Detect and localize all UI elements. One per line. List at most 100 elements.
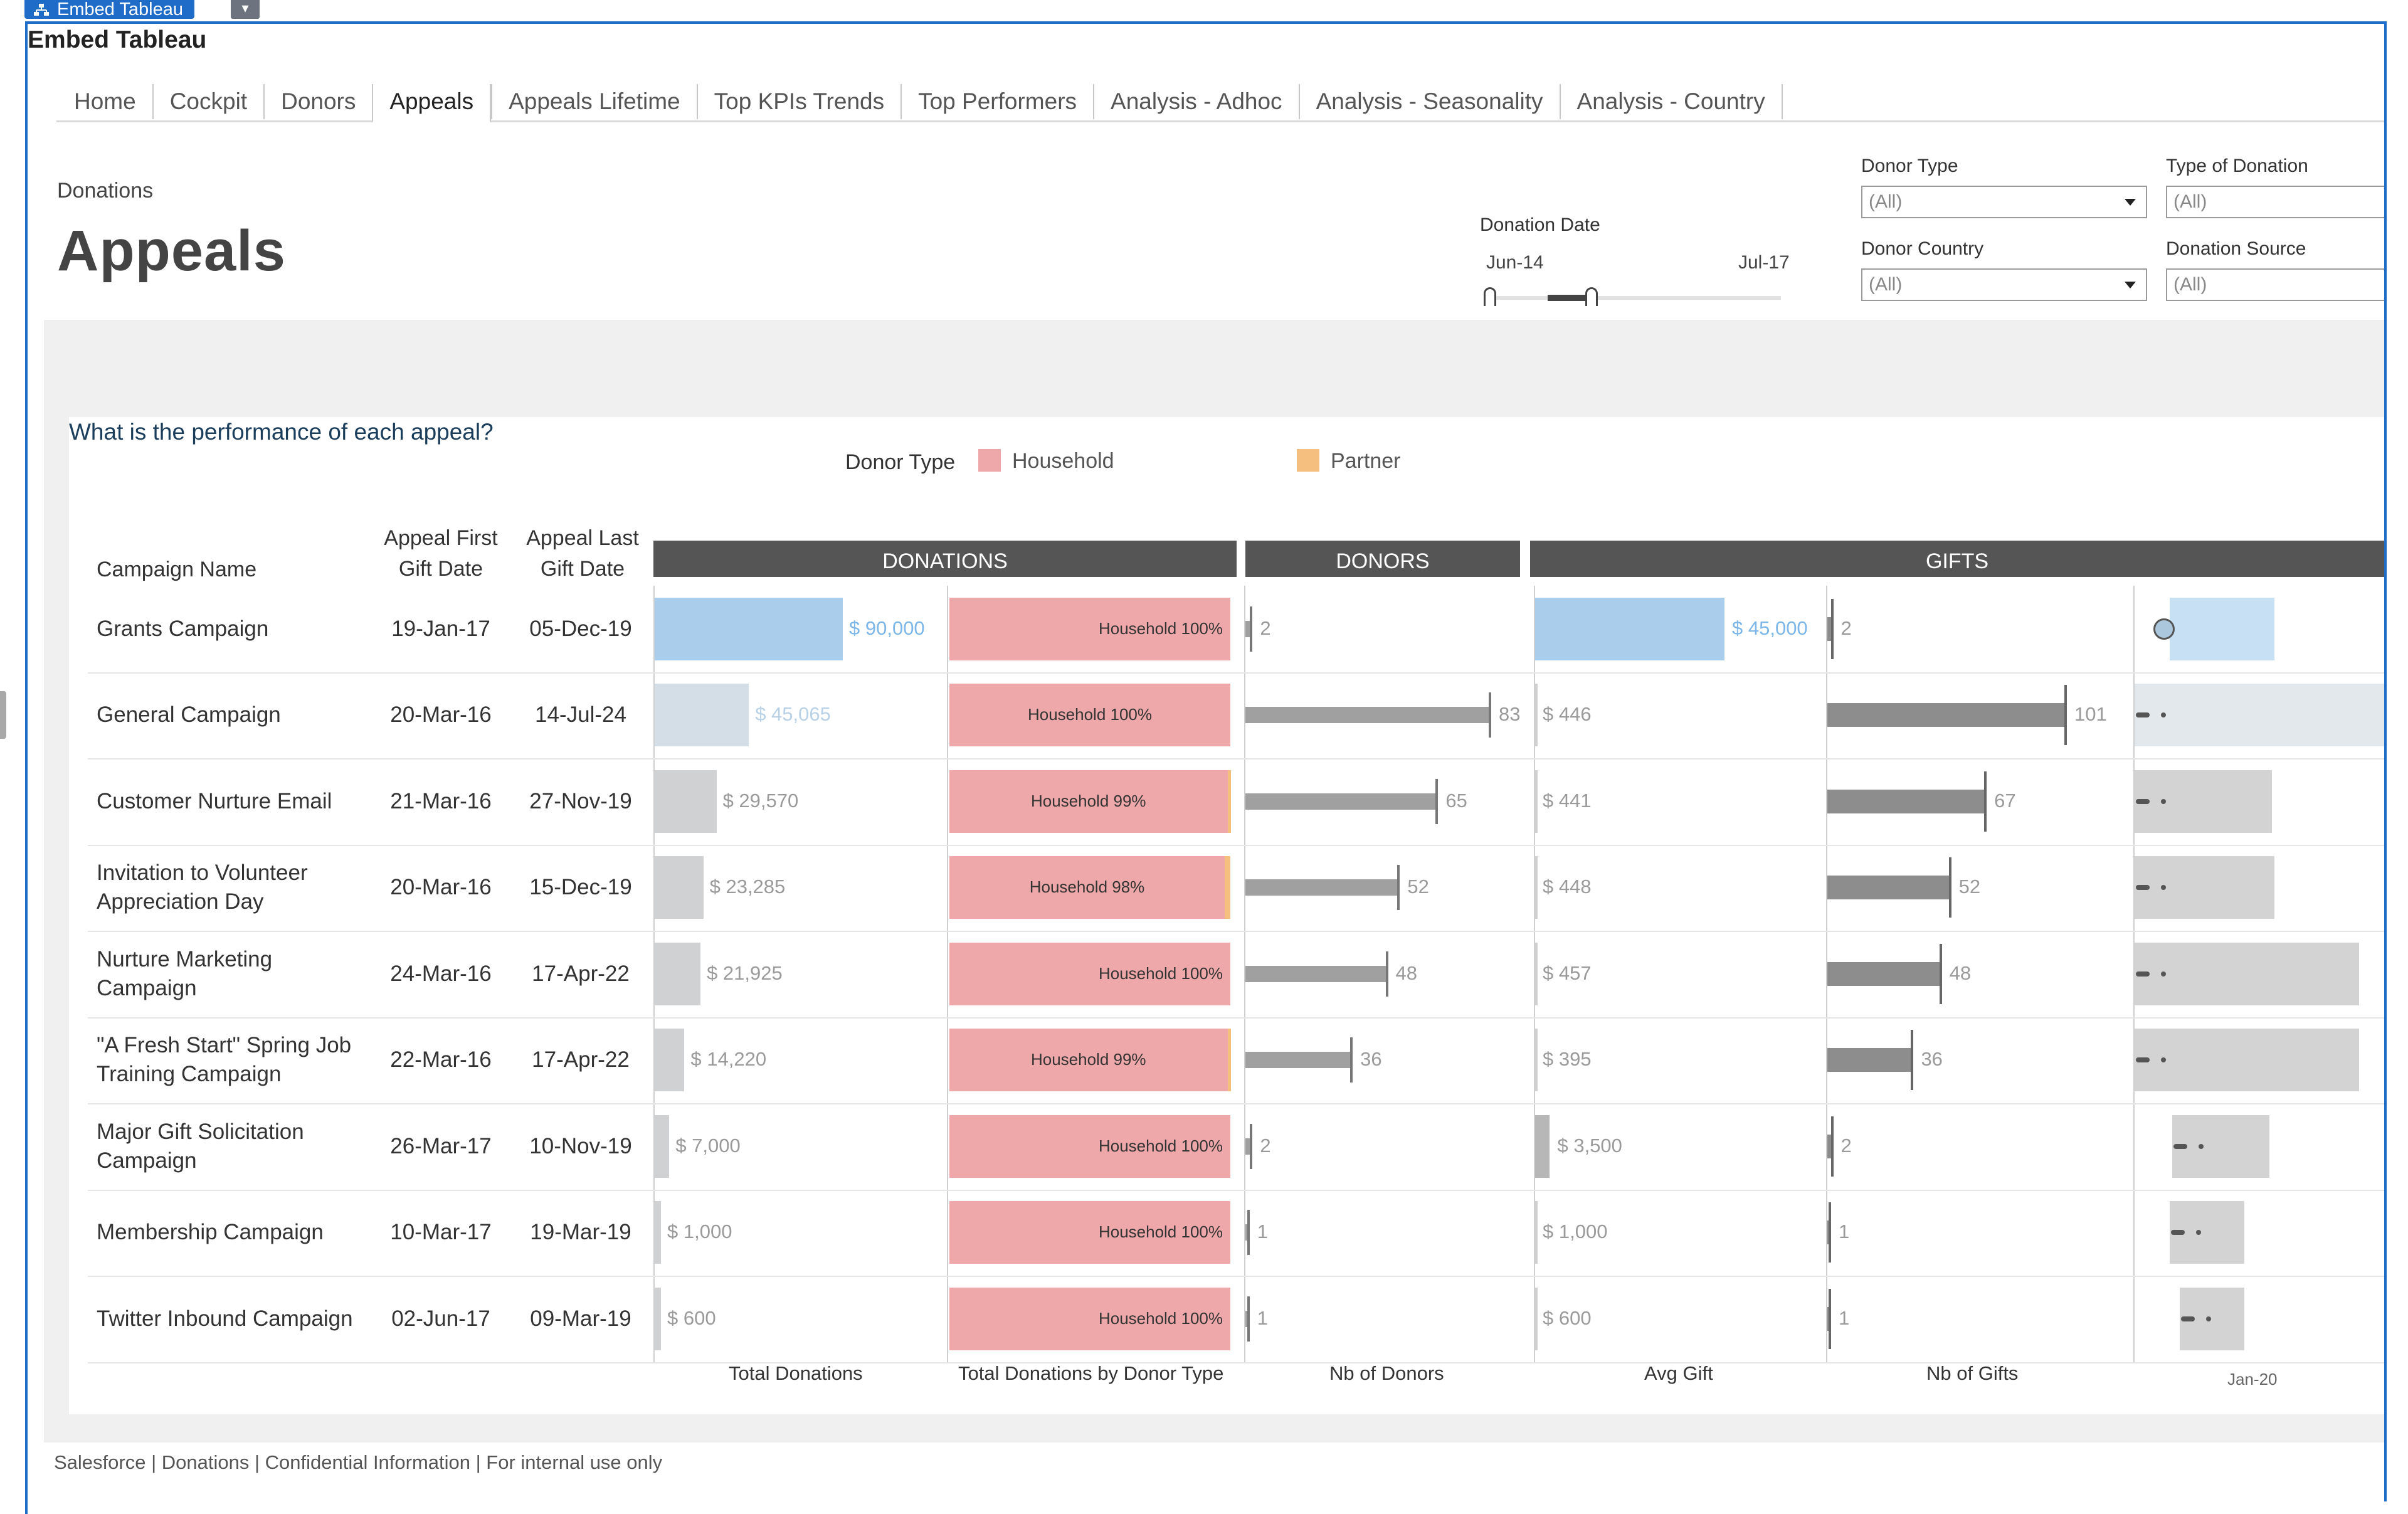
campaign-name[interactable]: Membership Campaign [97,1220,324,1245]
avg-gift-bar[interactable] [1535,1029,1538,1092]
campaign-name[interactable]: "A Fresh Start" Spring Job Training Camp… [97,1033,352,1087]
appeal-timeline-span[interactable] [2169,597,2274,660]
donors-bar-cap [1489,692,1491,738]
appeal-timeline-span[interactable] [2135,856,2274,919]
appeal-timeline-span[interactable] [2135,942,2360,1005]
household-share-bar[interactable] [949,597,1230,660]
tab-appeals-lifetime[interactable]: Appeals Lifetime [491,84,697,119]
legend-household-label[interactable]: Household [1012,449,1114,473]
campaign-name[interactable]: General Campaign [97,702,281,728]
donors-bar[interactable] [1245,1310,1249,1327]
page-title: Appeals [57,219,286,283]
donation-date-start-handle[interactable] [1484,287,1496,306]
donors-bar[interactable] [1245,707,1490,724]
donors-bar[interactable] [1245,1138,1252,1155]
total-donations-bar[interactable] [655,856,704,919]
tab-cockpit[interactable]: Cockpit [152,84,263,119]
gifts-bar-cap [1830,598,1834,659]
appeal-timeline-span[interactable] [2135,684,2384,747]
tab-top-kpis-trends[interactable]: Top KPIs Trends [696,84,900,119]
donation-date-end-handle[interactable] [1585,287,1598,306]
type-of-donation-select[interactable]: (All) [2166,186,2384,218]
total-donations-bar[interactable] [655,1201,661,1264]
total-donations-bar[interactable] [655,684,749,747]
tab-appeals[interactable]: Appeals [372,84,492,123]
avg-gift-bar[interactable] [1535,1287,1538,1350]
household-share-bar[interactable] [949,1114,1230,1178]
embed-tableau-tab[interactable]: Embed Tableau [24,0,195,19]
total-donations-bar[interactable] [655,942,701,1005]
household-share-bar[interactable] [949,942,1230,1005]
avg-gift-bar[interactable] [1535,1201,1538,1264]
partner-share-bar[interactable] [1227,770,1231,833]
campaign-name[interactable]: Major Gift Solicitation Campaign [97,1119,304,1173]
donation-source-select[interactable]: (All) [2166,268,2384,301]
campaign-name[interactable]: Invitation to Volunteer Appreciation Day [97,860,308,914]
legend-partner-label[interactable]: Partner [1331,449,1401,473]
donors-bar[interactable] [1245,965,1387,982]
legend-household-swatch[interactable] [978,449,1001,472]
household-share-label: Household 100% [1027,705,1153,724]
avg-gift-bar[interactable] [1535,770,1538,833]
avg-gift-bar[interactable] [1535,597,1724,660]
tab-top-performers[interactable]: Top Performers [900,84,1093,119]
household-share-bar[interactable] [949,684,1230,747]
partner-share-bar[interactable] [1227,1029,1231,1092]
tab-analysis-seasonality[interactable]: Analysis - Seasonality [1298,84,1560,119]
appeal-timeline-span[interactable] [2135,1029,2360,1092]
household-share-bar[interactable] [949,1287,1230,1350]
dashboard-left-gutter [44,417,69,1414]
donation-source-label: Donation Source [2166,238,2306,259]
timeline-dot [2195,1230,2201,1236]
avg-gift-bar[interactable] [1535,1114,1550,1178]
caret-down-icon [2125,282,2136,289]
total-donations-bar[interactable] [655,1029,685,1092]
donors-bar[interactable] [1245,1052,1352,1069]
campaign-name[interactable]: Grants Campaign [97,616,269,641]
gifts-bar[interactable] [1827,876,1950,900]
appeal-timeline-span[interactable] [2172,1114,2269,1178]
avg-gift-bar[interactable] [1535,942,1538,1005]
tab-analysis-country[interactable]: Analysis - Country [1559,84,1783,119]
side-collapse-handle[interactable] [0,691,6,739]
campaign-name[interactable]: Twitter Inbound Campaign [97,1306,353,1331]
gifts-bar[interactable] [1827,617,1832,641]
donor-country-select[interactable]: (All) [1861,268,2147,301]
campaign-name[interactable]: Customer Nurture Email [97,788,332,813]
gifts-bar[interactable] [1827,1134,1832,1158]
avg-gift-bar[interactable] [1535,856,1538,919]
household-share-bar[interactable] [949,856,1225,919]
donors-value: 83 [1499,703,1521,726]
timeline-marker [2136,971,2150,977]
avg-gift-bar[interactable] [1535,684,1538,747]
donors-bar[interactable] [1245,1224,1249,1241]
tab-analysis-adhoc[interactable]: Analysis - Adhoc [1093,84,1299,119]
total-donations-bar[interactable] [655,770,717,833]
gifts-bar[interactable] [1827,961,1941,986]
total-donations-bar[interactable] [655,1114,670,1178]
legend-partner-swatch[interactable] [1297,449,1319,472]
household-share-bar[interactable] [949,770,1228,833]
donor-type-select[interactable]: (All) [1861,186,2147,218]
donors-bar[interactable] [1245,879,1399,896]
donors-bar[interactable] [1245,620,1252,637]
tab-donors[interactable]: Donors [263,84,372,119]
donation-date-slider-range[interactable] [1548,295,1598,301]
gifts-bar[interactable] [1827,1048,1913,1072]
partner-share-bar[interactable] [1225,856,1230,919]
total-donations-bar[interactable] [655,1287,661,1350]
tab-home[interactable]: Home [74,88,136,114]
household-share-bar[interactable] [949,1029,1228,1092]
donation-date-slider-track[interactable] [1487,296,1781,300]
household-share-bar[interactable] [949,1201,1230,1264]
tab-dropdown-button[interactable]: ▾ [231,0,260,19]
appeal-timeline-span[interactable] [2135,770,2272,833]
col-header-last-gift: Appeal Last Gift Date [526,526,639,581]
campaign-name[interactable]: Nurture Marketing Campaign [97,946,273,1000]
embed-title: Embed Tableau [28,26,207,53]
gifts-bar[interactable] [1827,789,1986,813]
gifts-bar[interactable] [1827,703,2066,728]
band-header-donors: DONORS [1245,541,1520,577]
total-donations-bar[interactable] [655,597,843,660]
donors-bar[interactable] [1245,793,1437,810]
